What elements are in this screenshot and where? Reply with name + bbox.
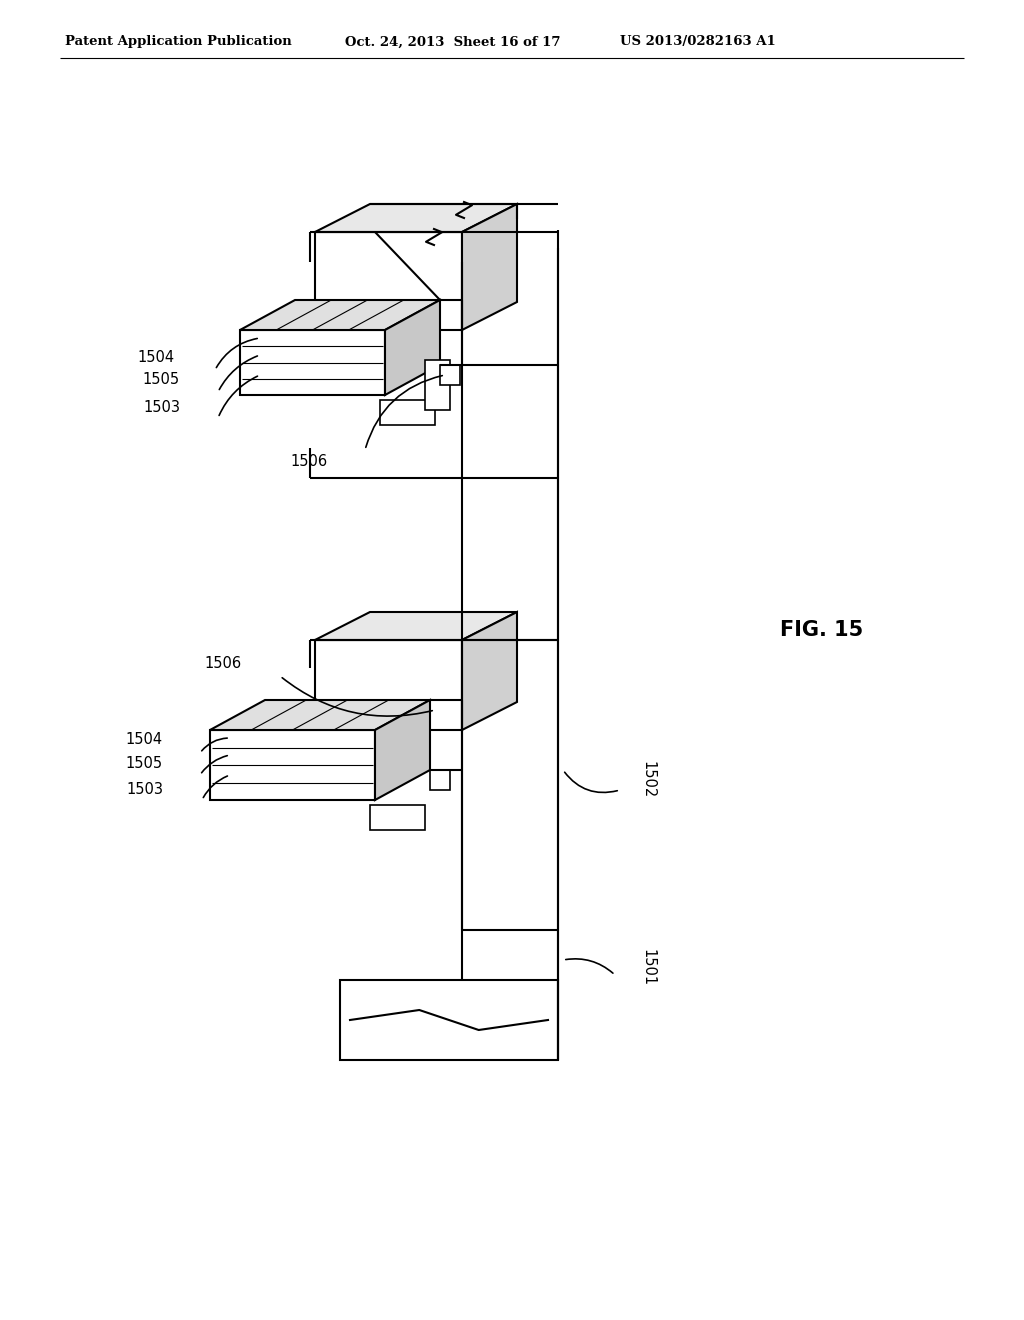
Polygon shape (240, 330, 385, 395)
Bar (340, 979, 558, 1060)
Polygon shape (375, 700, 430, 800)
Polygon shape (440, 366, 460, 385)
Text: FIG. 15: FIG. 15 (780, 620, 863, 640)
Polygon shape (385, 300, 440, 395)
Text: 1501: 1501 (640, 949, 655, 986)
Text: 1502: 1502 (640, 762, 655, 799)
Polygon shape (425, 360, 450, 411)
Polygon shape (315, 232, 462, 330)
Text: 1504: 1504 (138, 351, 175, 366)
Polygon shape (315, 640, 462, 730)
Polygon shape (430, 770, 450, 789)
Text: 1503: 1503 (143, 400, 180, 416)
Polygon shape (240, 300, 440, 330)
Text: Patent Application Publication: Patent Application Publication (65, 36, 292, 49)
Polygon shape (315, 612, 517, 640)
Polygon shape (380, 400, 435, 425)
Polygon shape (462, 612, 517, 730)
Text: 1506: 1506 (205, 656, 242, 672)
Text: Oct. 24, 2013  Sheet 16 of 17: Oct. 24, 2013 Sheet 16 of 17 (345, 36, 560, 49)
Text: 1505: 1505 (126, 755, 163, 771)
Polygon shape (210, 700, 430, 730)
Text: 1503: 1503 (126, 783, 163, 797)
Text: US 2013/0282163 A1: US 2013/0282163 A1 (620, 36, 776, 49)
Polygon shape (462, 205, 517, 330)
Polygon shape (210, 730, 375, 800)
Text: 1506: 1506 (291, 454, 328, 470)
Text: 1504: 1504 (126, 733, 163, 747)
Polygon shape (315, 205, 517, 232)
Text: 1505: 1505 (143, 372, 180, 388)
Polygon shape (370, 805, 425, 830)
